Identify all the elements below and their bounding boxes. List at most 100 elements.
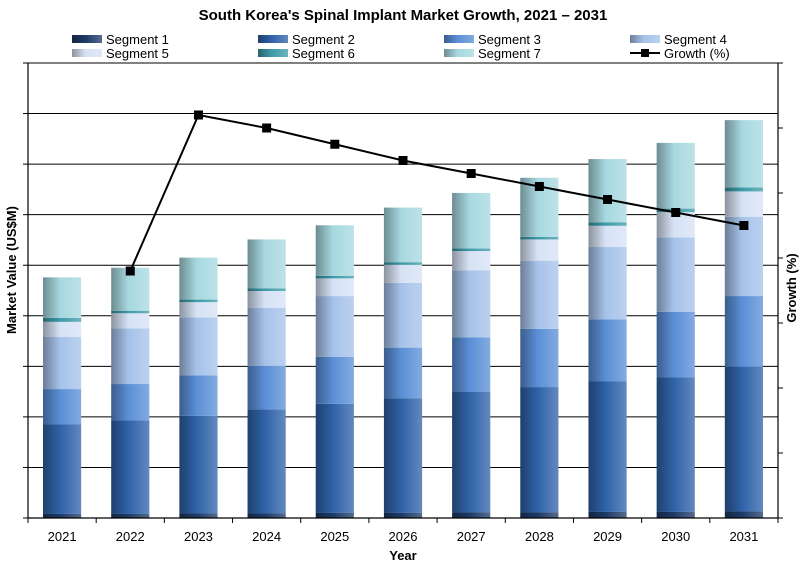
x-tick-label: 2023 [184, 529, 213, 544]
x-tick-label: 2030 [661, 529, 690, 544]
legend-marker [641, 49, 649, 57]
bar-segment-6-2028 [520, 236, 559, 240]
bar-segment-3-2027 [452, 337, 491, 392]
bar-segment-3-2021 [43, 389, 82, 425]
legend-label: Segment 1 [106, 32, 169, 47]
legend-item-growth: Growth (%) [630, 46, 730, 61]
bar-segment-4-2024 [247, 307, 286, 366]
bar-segment-5-2021 [43, 321, 82, 338]
x-tick-label: 2021 [48, 529, 77, 544]
bar-segment-7-2030 [656, 142, 695, 209]
legend-swatch [72, 49, 102, 57]
bar-segment-5-2029 [588, 225, 627, 248]
x-tick-label: 2022 [116, 529, 145, 544]
bar-segment-2-2028 [520, 387, 559, 513]
bar-segment-4-2029 [588, 247, 627, 320]
bar-segment-5-2022 [111, 313, 150, 329]
bar-segment-3-2028 [520, 328, 559, 388]
growth-marker [534, 182, 544, 191]
bar-segment-2-2021 [43, 424, 82, 514]
growth-marker [671, 208, 681, 217]
bar-segment-1-2029 [588, 511, 627, 518]
legend-swatch [258, 49, 288, 57]
bar-segment-7-2023 [179, 257, 218, 300]
bar-segment-5-2027 [452, 251, 491, 271]
x-tick-label: 2029 [593, 529, 622, 544]
growth-marker [603, 195, 613, 204]
growth-marker [125, 266, 135, 276]
bar-segment-2-2026 [383, 398, 423, 513]
bar-segment-5-2031 [724, 191, 763, 217]
axes [23, 62, 783, 523]
legend-item-segment-5: Segment 5 [72, 46, 169, 61]
growth-marker [466, 169, 476, 178]
growth-marker [262, 123, 272, 133]
bar-segment-3-2031 [724, 296, 763, 367]
bar-segment-3-2026 [383, 347, 423, 399]
bar-segment-3-2024 [247, 365, 286, 410]
bar-segment-2-2025 [315, 403, 354, 513]
bar-segment-1-2022 [111, 513, 150, 518]
y2-axis-label: Growth (%) [784, 253, 799, 322]
bar-segment-6-2027 [452, 248, 491, 252]
bar-segment-4-2028 [520, 260, 559, 329]
bar-segment-4-2030 [656, 237, 695, 312]
bar-segment-6-2025 [315, 275, 354, 279]
bar-segment-4-2022 [111, 328, 150, 385]
growth-marker [398, 156, 408, 165]
bar-segment-4-2026 [383, 282, 423, 348]
bar-segment-6-2023 [179, 299, 218, 303]
bar-segment-7-2021 [43, 277, 82, 318]
x-tick-label: 2028 [525, 529, 554, 544]
x-tick-label: 2026 [389, 529, 418, 544]
bar-segment-1-2025 [315, 512, 354, 518]
legend-label: Segment 3 [478, 32, 541, 47]
legend-label: Segment 2 [292, 32, 355, 47]
bar-segment-7-2031 [724, 120, 763, 188]
legend-swatch [630, 35, 660, 43]
x-tick-label: 2024 [252, 529, 281, 544]
bars [43, 120, 763, 518]
bar-segment-1-2023 [179, 513, 218, 518]
bar-segment-3-2023 [179, 375, 218, 416]
bar-segment-3-2029 [588, 319, 627, 382]
bar-segment-1-2026 [383, 512, 423, 518]
bar-segment-6-2029 [588, 222, 627, 226]
bar-segment-1-2028 [520, 512, 559, 518]
bar-segment-6-2021 [43, 317, 82, 322]
legend-item-segment-4: Segment 4 [630, 32, 727, 47]
y-axis-label: Market Value (US$M) [4, 206, 19, 334]
bar-segment-5-2028 [520, 239, 559, 261]
bar-segment-3-2022 [111, 384, 150, 421]
bar-segment-7-2026 [383, 207, 423, 263]
bar-segment-1-2030 [656, 511, 695, 518]
bar-segment-5-2025 [315, 278, 354, 297]
legend-label: Segment 5 [106, 46, 169, 61]
growth-marker [739, 221, 749, 230]
bar-segment-7-2027 [452, 192, 491, 249]
bar-segment-2-2022 [111, 420, 150, 514]
legend-item-segment-1: Segment 1 [72, 32, 169, 47]
legend-item-segment-7: Segment 7 [444, 46, 541, 61]
growth-line-path [129, 113, 745, 272]
growth-marker [330, 139, 340, 149]
legend: Segment 1 Segment 2 Segment 3 Segment 4 Segm… [72, 32, 730, 61]
bar-segment-4-2021 [43, 337, 82, 390]
bar-segment-4-2025 [315, 296, 354, 357]
bar-segment-1-2031 [724, 511, 763, 518]
bar-segment-7-2029 [588, 159, 627, 223]
growth-line [125, 110, 749, 276]
legend-swatch [72, 35, 102, 43]
bar-segment-3-2030 [656, 311, 695, 378]
bar-segment-6-2026 [383, 262, 423, 265]
legend-item-segment-2: Segment 2 [258, 32, 355, 47]
bar-segment-2-2024 [247, 409, 286, 514]
growth-marker [193, 110, 203, 120]
x-axis-label: Year [389, 548, 416, 563]
x-tick-label: 2031 [729, 529, 758, 544]
bar-segment-1-2024 [247, 513, 286, 518]
legend-swatch [258, 35, 288, 43]
bar-segment-3-2025 [315, 356, 354, 404]
